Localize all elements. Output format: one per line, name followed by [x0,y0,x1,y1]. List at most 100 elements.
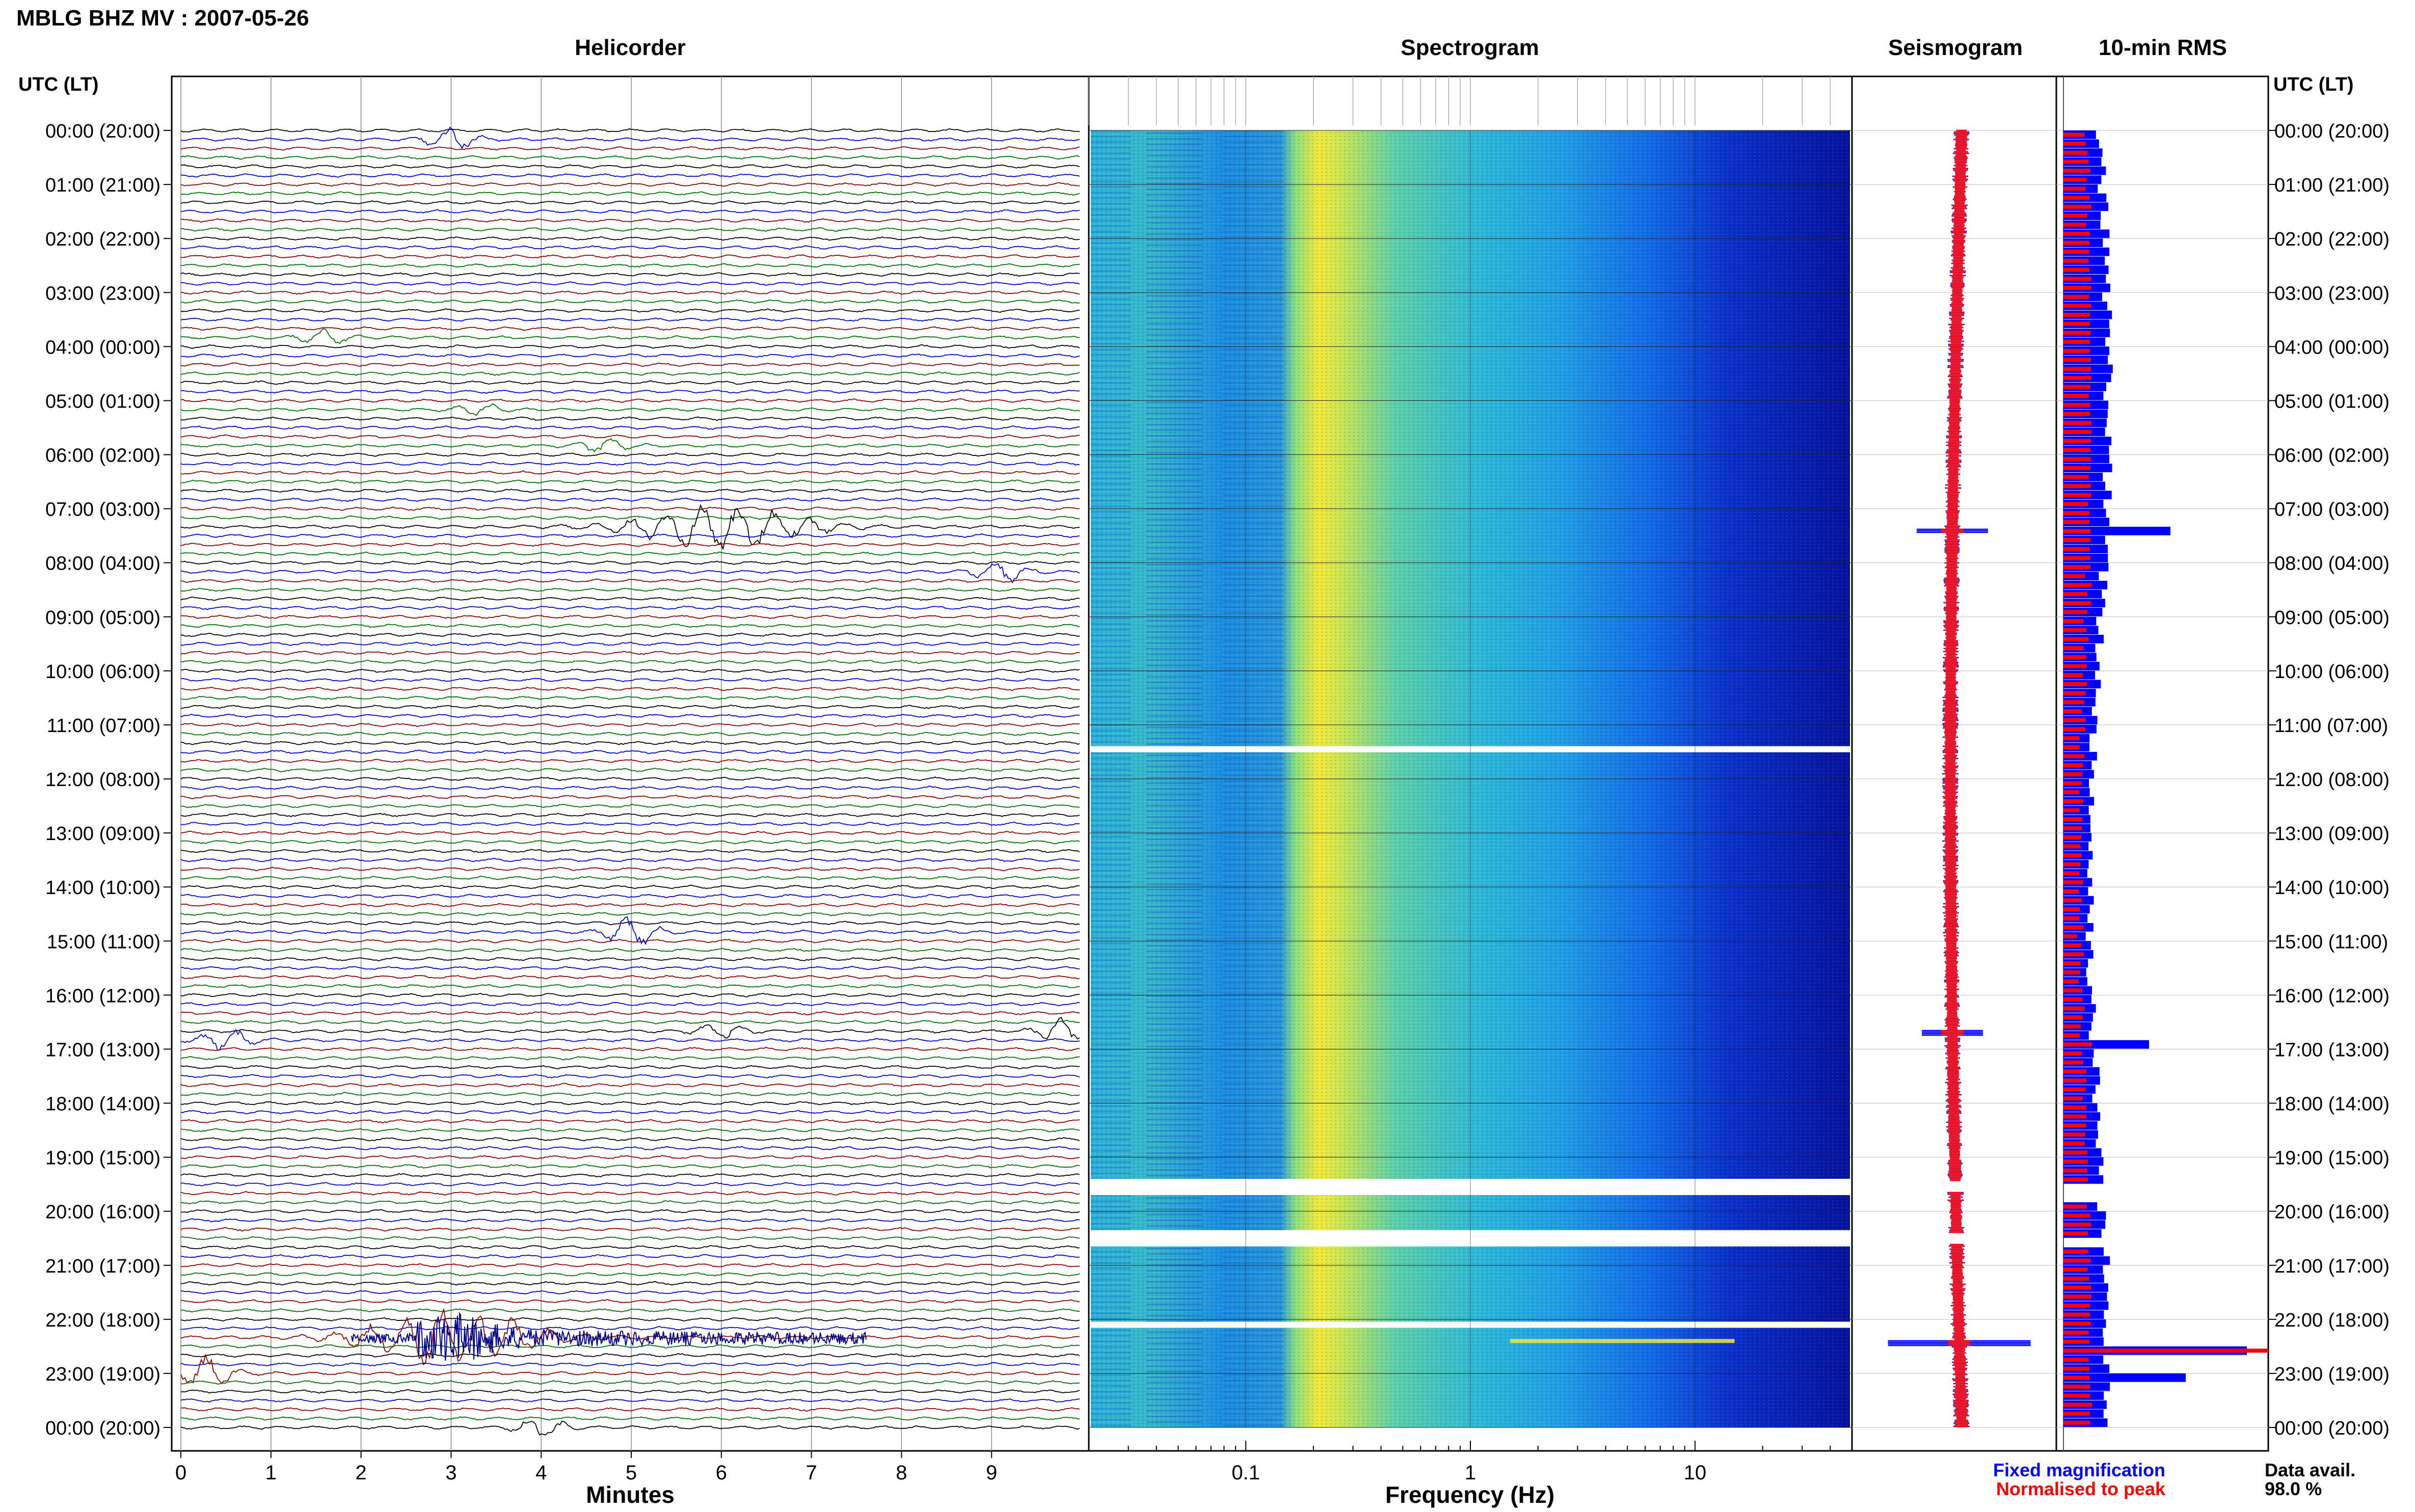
spectrogram-gap [1091,746,1850,752]
rms-normalised-bar [2063,610,2087,614]
helicorder-trace [180,488,1080,493]
helicorder-trace [180,749,1080,754]
rms-normalised-bar [2063,1366,2089,1371]
rms-normalised-bar [2063,421,2091,425]
rms-normalised-bar [2063,1123,2086,1128]
helicorder-x-tick-label: 0 [175,1462,186,1484]
rms-normalised-bar [2063,592,2087,597]
rms-normalised-bar [2063,1231,2088,1236]
rms-normalised-bar [2063,186,2086,191]
rms-panel [2055,75,2269,1452]
rms-normalised-bar [2063,1033,2080,1038]
legend-normalised-to-peak: Normalised to peak [1996,1478,2166,1499]
rms-normalised-bar [2063,736,2080,740]
helicorder-trace [180,1344,1080,1349]
helicorder-trace [180,713,1080,718]
rms-normalised-bar [2063,331,2091,335]
right-time-axis: 00:00 (20:00) 01:00 (21:00) 02:00 (22:00) 0… [2268,121,2390,1439]
rms-normalised-bar [2063,394,2089,398]
rms-normalised-bar [2063,1141,2085,1146]
left-axis-tick-label: 01:00 (21:00) [45,175,160,196]
helicorder-trace [181,1002,1080,1007]
helicorder-trace [180,317,1080,322]
rms-normalised-bar [2063,871,2080,876]
helicorder-trace [180,155,1080,160]
helicorder-trace [180,452,1080,457]
right-axis-tick-label: 16:00 (12:00) [2274,985,2390,1007]
rms-normalised-bar [2063,456,2091,461]
rms-normalised-bar [2063,1105,2086,1110]
rms-normalised-bar [2063,1132,2085,1137]
left-axis-tick-label: 00:00 (20:00) [45,1418,160,1439]
helicorder-trace [180,504,1080,550]
rms-normalised-bar [2063,808,2080,813]
rms-normalised-bar [2063,475,2089,479]
rms-normalised-bar [2063,1267,2088,1272]
helicorder-trace [180,389,1080,394]
helicorder-trace [180,1254,1080,1259]
rms-normalised-bar [2063,132,2085,137]
rms-normalised-bar [2063,402,2090,407]
left-axis-tick-label: 17:00 (13:00) [45,1039,160,1061]
rms-normalised-bar [2063,799,2083,803]
rms-normalised-bar [2063,1087,2086,1092]
spectrogram-x-tick-label: 0.1 [1231,1462,1260,1484]
rms-normalised-bar [2063,916,2080,921]
helicorder-trace [180,263,1080,268]
helicorder-trace [180,1389,1080,1394]
left-axis-tick-label: 10:00 (06:00) [45,661,160,683]
helicorder-trace [180,916,1080,946]
helicorder-x-tick-label: 9 [986,1462,997,1484]
rms-normalised-bar [2063,1258,2091,1263]
helicorder-trace [180,1011,1080,1016]
left-axis-tick-label: 23:00 (19:00) [45,1364,160,1385]
rms-normalised-bar [2063,1096,2083,1101]
helicorder-trace [180,218,1080,223]
left-axis-tick-label: 03:00 (23:00) [45,283,160,304]
helicorder-trace [180,254,1080,259]
rms-normalised-bar [2063,826,2082,830]
helicorder-trace [180,1128,1080,1133]
rms-normalised-bar [2063,565,2091,570]
helicorder-trace [180,921,1080,926]
helicorder-trace [180,957,1080,962]
left-axis-tick-label: 04:00 (00:00) [45,337,160,358]
right-axis-tick-label: 12:00 (08:00) [2274,769,2390,791]
helicorder-trace [180,1019,1080,1024]
rms-normalised-bar [2063,628,2086,632]
rms-normalised-bar [2063,880,2083,884]
helicorder-event-trace [351,1312,867,1361]
rms-normalised-bar [2063,754,2085,759]
rms-normalised-bar [2063,718,2086,722]
helicorder-trace [180,1353,1080,1358]
helicorder-trace [180,227,1080,232]
right-axis-tick-label: 20:00 (16:00) [2274,1202,2390,1223]
helicorder-trace [180,678,1080,683]
helicorder-trace [180,786,1080,790]
rms-normalised-bar [2063,294,2089,299]
helicorder-trace [180,1154,1080,1159]
left-axis-tick-label: 20:00 (16:00) [45,1202,160,1223]
left-axis-tick-label: 14:00 (10:00) [45,877,160,899]
rms-normalised-bar [2063,619,2084,624]
helicorder-trace [180,1308,1080,1313]
helicorder-trace [180,1164,1080,1169]
helicorder-trace [180,984,1080,988]
rms-normalised-bar [2063,1024,2081,1029]
right-axis-tick-label: 14:00 (10:00) [2274,877,2390,899]
rms-normalised-bar [2063,1330,2089,1335]
rms-normalised-bar [2063,1051,2082,1056]
helicorder-x-tick-label: 5 [626,1462,637,1484]
right-axis-tick-label: 05:00 (01:00) [2274,391,2390,412]
right-axis-tick-label: 17:00 (13:00) [2274,1039,2390,1061]
helicorder-x-tick-label: 3 [445,1462,457,1484]
helicorder-trace [180,597,1080,601]
spectrogram-gap [1091,1321,1850,1328]
legend-fixed-magnification: Fixed magnification [1993,1460,2165,1480]
rms-normalised-bar [2063,745,2080,749]
figure-title: MBLG BHZ MV : 2007-05-26 [16,6,309,31]
helicorder-trace [180,1362,1080,1367]
rms-normalised-bar [2063,907,2080,911]
helicorder-trace [180,695,1080,700]
